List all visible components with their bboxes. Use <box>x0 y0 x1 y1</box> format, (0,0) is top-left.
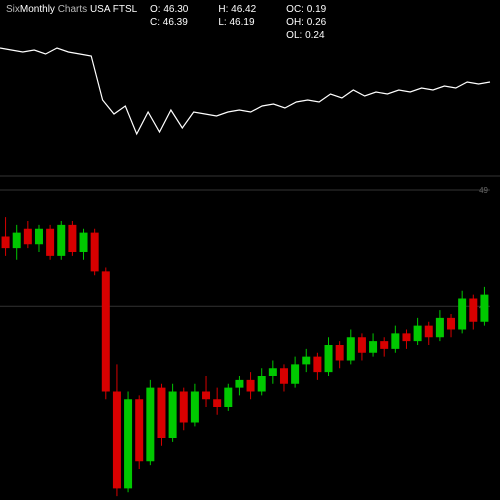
chart-title: SixMonthly Charts USA FTSL <box>6 4 137 15</box>
open-value: O: 46.30 <box>150 4 188 15</box>
title-prefix: Six <box>6 4 20 15</box>
chart-svg: 4946 <box>0 40 500 500</box>
high-value: H: 46.42 <box>218 4 256 15</box>
title-suffix: Charts <box>55 4 90 15</box>
close-value: C: 46.39 <box>150 17 188 28</box>
oc-value: OC: 0.19 <box>286 4 326 15</box>
low-value: L: 46.19 <box>218 17 256 28</box>
chart-area: 4946 <box>0 40 500 500</box>
ohlc-panel: O: 46.30 C: 46.39 H: 46.42 L: 46.19 OC: … <box>150 4 326 41</box>
svg-text:49: 49 <box>479 186 488 195</box>
title-mid: Monthly <box>20 4 55 15</box>
title-symbol: USA FTSL <box>90 4 137 15</box>
ohlc-col-1: O: 46.30 C: 46.39 <box>150 4 188 41</box>
ohlc-col-3: OC: 0.19 OH: 0.26 OL: 0.24 <box>286 4 326 41</box>
ohlc-col-2: H: 46.42 L: 46.19 <box>218 4 256 41</box>
oh-value: OH: 0.26 <box>286 17 326 28</box>
